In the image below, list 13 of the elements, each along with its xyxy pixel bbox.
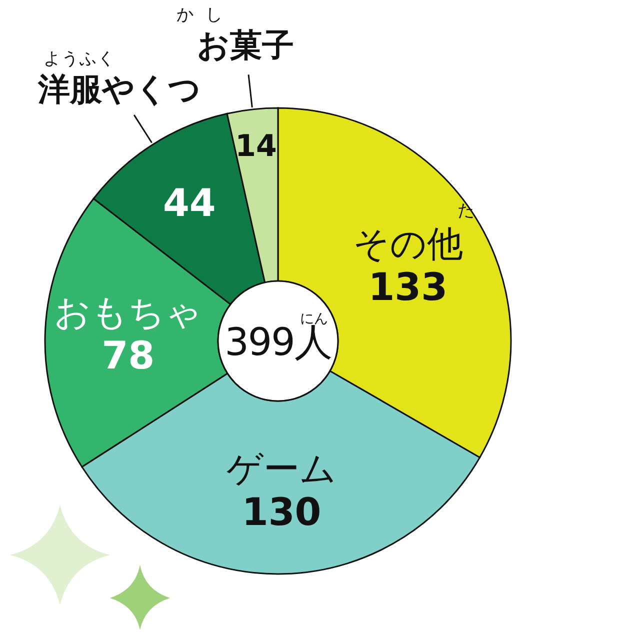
data-label: 133 xyxy=(368,265,448,309)
data-label: 78 xyxy=(102,334,155,378)
data-label: 44 xyxy=(162,180,216,225)
slice-label: ゲーム xyxy=(226,448,337,490)
slice-label: その他 xyxy=(352,224,463,265)
text: た xyxy=(457,201,474,221)
data-label: 14 xyxy=(235,129,277,164)
data-label: 130 xyxy=(242,490,322,534)
slice-label: おもちゃ xyxy=(54,292,202,334)
slice-label: 洋服やくつ xyxy=(37,70,202,108)
text: ようふく xyxy=(44,49,116,70)
slice-label: お菓子 xyxy=(197,26,294,64)
text: かし xyxy=(176,4,235,25)
